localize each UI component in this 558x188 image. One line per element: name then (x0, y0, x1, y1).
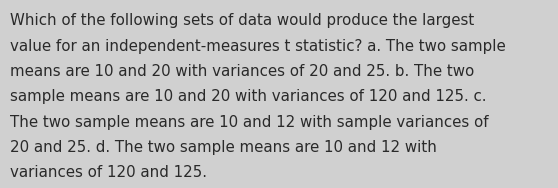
Text: variances of 120 and 125.: variances of 120 and 125. (10, 165, 207, 180)
Text: means are 10 and 20 with variances of 20 and 25. b. The two: means are 10 and 20 with variances of 20… (10, 64, 474, 79)
Text: 20 and 25. d. The two sample means are 10 and 12 with: 20 and 25. d. The two sample means are 1… (10, 140, 437, 155)
Text: The two sample means are 10 and 12 with sample variances of: The two sample means are 10 and 12 with … (10, 115, 489, 130)
Text: value for an independent-measures t statistic? a. The two sample: value for an independent-measures t stat… (10, 39, 506, 54)
Text: sample means are 10 and 20 with variances of 120 and 125. c.: sample means are 10 and 20 with variance… (10, 89, 487, 104)
Text: Which of the following sets of data would produce the largest: Which of the following sets of data woul… (10, 13, 474, 28)
